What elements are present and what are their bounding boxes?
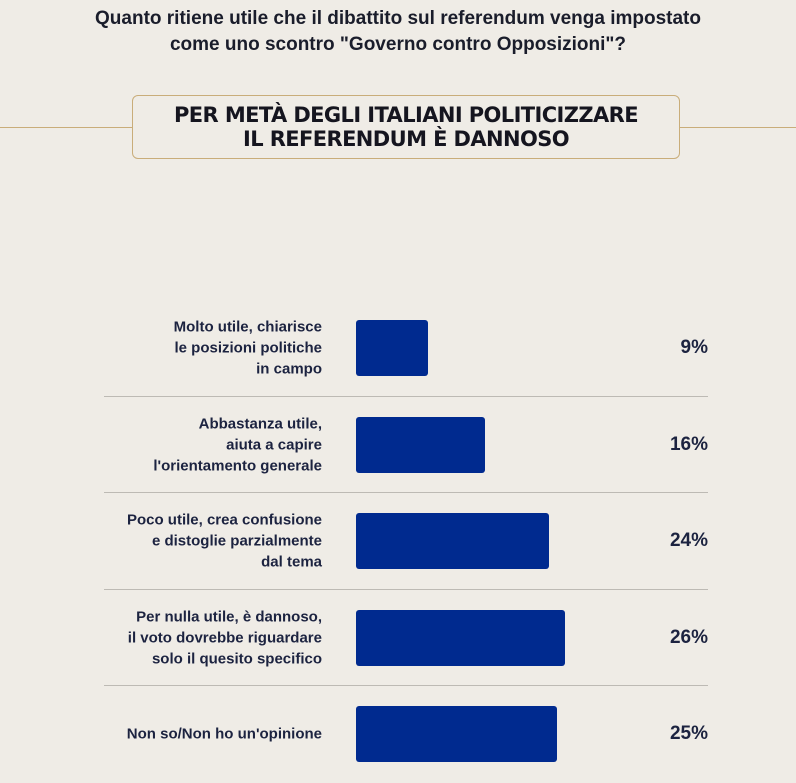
category-label-line: solo il quesito specifico	[151, 650, 322, 667]
category-label: Abbastanza utile, aiuta a capire l'orienta…	[62, 413, 322, 476]
chart-title: Quanto ritiene utile che il dibattito su…	[0, 6, 796, 58]
category-label: Per nulla utile, è dannoso, il voto dovre…	[62, 606, 322, 669]
bar	[356, 609, 566, 666]
category-label: Poco utile, crea confusione e distoglie p…	[62, 510, 322, 573]
category-label-line: Per nulla utile, è dannoso,	[136, 608, 322, 625]
value-label: 9%	[680, 337, 708, 358]
chart-subtitle-line: IL REFERENDUM È DANNOSO	[242, 127, 570, 151]
category-label: Molto utile, chiarisce le posizioni polit…	[62, 317, 322, 380]
bar-row: Per nulla utile, è dannoso, il voto dovre…	[0, 590, 796, 686]
bar	[356, 513, 550, 569]
value-label: 26%	[669, 626, 708, 648]
chart-subtitle-line: PER METÀ DEGLI ITALIANI POLITICIZZARE	[174, 103, 639, 127]
row-divider	[104, 588, 708, 590]
bar	[356, 320, 429, 376]
bar	[356, 416, 485, 473]
bar-row: Abbastanza utile, aiuta a capire l'orienta…	[0, 397, 796, 493]
value-label: 25%	[669, 723, 708, 744]
row-divider	[104, 685, 708, 686]
category-label-line: e distoglie parzialmente	[151, 532, 322, 550]
category-label-line: dal tema	[261, 553, 322, 571]
bar-row: Molto utile, chiarisce le posizioni polit…	[0, 300, 796, 396]
value-label: 16%	[669, 433, 708, 455]
category-label-line: le posizioni politiche	[174, 339, 322, 357]
row-divider	[104, 395, 708, 397]
headline-box: PER METÀ DEGLI ITALIANI POLITICIZZARE IL…	[132, 95, 680, 159]
category-label: Non so/Non ho un'opinione	[62, 724, 322, 745]
bar-row: Non so/Non ho un'opinione 25%	[0, 686, 796, 782]
bar-row: Poco utile, crea confusione e distoglie p…	[0, 493, 796, 589]
row-divider	[104, 492, 708, 493]
chart-subtitle: PER METÀ DEGLI ITALIANI POLITICIZZARE IL…	[174, 103, 639, 151]
category-label-line: Non so/Non ho un'opinione	[126, 725, 322, 743]
category-label-line: Molto utile, chiarisce	[173, 318, 322, 336]
category-label-line: il voto dovrebbe riguardare	[127, 629, 322, 646]
bar	[356, 706, 558, 762]
category-label-line: Abbastanza utile,	[198, 415, 322, 432]
category-label-line: aiuta a capire	[226, 436, 322, 453]
value-label: 24%	[669, 530, 708, 551]
category-label-line: l'orientamento generale	[153, 457, 322, 474]
category-label-line: Poco utile, crea confusione	[126, 511, 322, 529]
chart-title-line: come uno scontro "Governo contro Opposiz…	[169, 34, 627, 55]
chart-title-line: Quanto ritiene utile che il dibattito su…	[95, 8, 701, 29]
category-label-line: in campo	[256, 360, 322, 378]
